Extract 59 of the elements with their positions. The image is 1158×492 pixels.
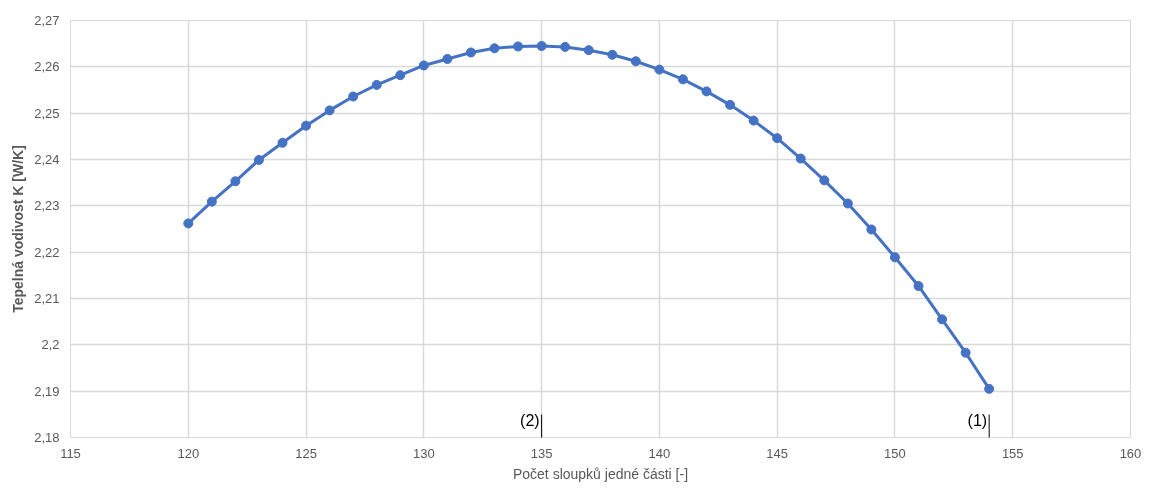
x-tick-label: 140: [648, 445, 671, 461]
point: [677, 74, 688, 85]
point: [725, 99, 736, 110]
x-tick-label: 160: [1119, 445, 1142, 461]
point: [301, 120, 312, 131]
point: [395, 70, 406, 81]
point: [748, 115, 759, 126]
point: [795, 153, 806, 164]
x-tick-label: 155: [1001, 445, 1024, 461]
point: [889, 252, 900, 263]
x-tick-label: 120: [177, 445, 200, 461]
point: [913, 281, 924, 291]
y-tick-label: 2,25: [34, 105, 60, 121]
y-tick-label: 2,21: [34, 291, 60, 306]
point: [819, 175, 830, 186]
y-tick-label: 2,24: [34, 152, 60, 167]
y-tick-label: 2,26: [34, 59, 60, 75]
point: [465, 47, 476, 58]
point: [536, 40, 547, 51]
point: [513, 41, 524, 52]
point: [418, 60, 429, 71]
point: [984, 383, 995, 394]
point: [230, 176, 241, 187]
y-axis-title: Tepelná vodivost K [W/K]: [10, 145, 27, 313]
point: [206, 196, 217, 207]
y-tick-label: 2,19: [34, 383, 60, 399]
point: [183, 218, 194, 229]
point: [348, 91, 359, 102]
x-tick-label: 125: [295, 445, 317, 461]
x-tick-label: 135: [530, 445, 553, 461]
annotation: (1): [967, 412, 988, 430]
point: [489, 43, 500, 54]
x-tick-label: 145: [766, 445, 789, 461]
annotation: (2): [520, 412, 540, 430]
point: [654, 64, 665, 75]
point: [583, 45, 594, 56]
x-tick-label: 130: [412, 445, 435, 461]
point: [324, 105, 335, 116]
point: [842, 198, 853, 209]
point: [607, 49, 618, 60]
point: [560, 41, 571, 52]
y-tick-label: 2,23: [34, 198, 60, 214]
point: [253, 154, 264, 165]
y-tick-label: 2,18: [34, 430, 60, 445]
y-tick-label: 2,22: [34, 244, 60, 260]
point: [701, 86, 712, 97]
point: [277, 137, 288, 148]
point: [442, 53, 453, 64]
y-tick-label: 2,2: [41, 337, 60, 353]
point: [371, 79, 382, 90]
point: [630, 56, 641, 67]
point: [937, 314, 948, 325]
y-tick-label: 2,27: [34, 13, 60, 28]
x-axis-title: Počet sloupků jedné části [-]: [512, 465, 689, 482]
point: [772, 133, 783, 144]
x-tick-label: 115: [60, 445, 81, 461]
point: [866, 224, 877, 235]
point: [960, 347, 971, 358]
x-tick-label: 150: [884, 445, 906, 461]
